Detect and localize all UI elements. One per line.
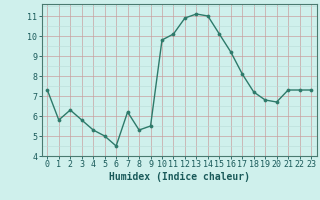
X-axis label: Humidex (Indice chaleur): Humidex (Indice chaleur) — [109, 172, 250, 182]
